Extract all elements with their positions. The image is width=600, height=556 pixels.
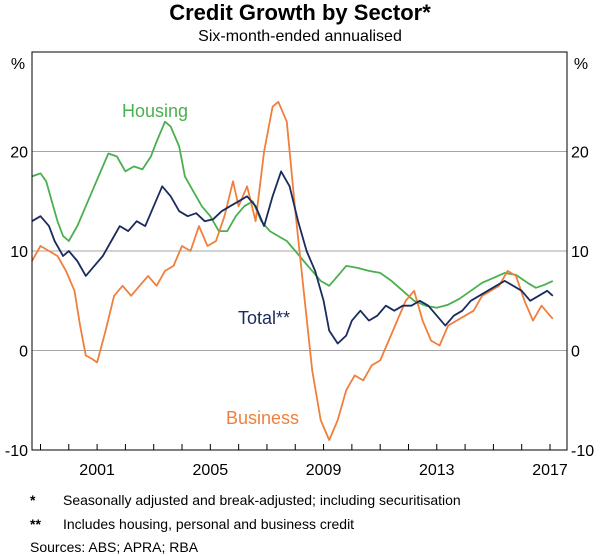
sources-text: Sources: ABS; APRA; RBA <box>30 539 199 555</box>
y-tick-label-left: 20 <box>10 145 28 162</box>
note1-mark: * <box>30 492 36 508</box>
y-tick-label-right: 20 <box>571 145 589 162</box>
x-tick-label: 2005 <box>193 462 229 479</box>
series-lines <box>31 100 554 442</box>
x-tick-label: 2017 <box>532 462 568 479</box>
y-tick-label-left: 0 <box>19 344 28 361</box>
series-line-business <box>31 100 554 442</box>
series-label: Business <box>226 408 299 428</box>
y-unit-right: % <box>574 56 588 73</box>
x-ticks <box>39 444 551 450</box>
series-line-housing <box>31 120 554 309</box>
y-tick-label-right: 10 <box>571 244 589 261</box>
series-label: Housing <box>122 101 188 121</box>
x-tick-label: 2001 <box>79 462 115 479</box>
note1-text: Seasonally adjusted and break-adjusted; … <box>63 492 461 508</box>
note2-mark: ** <box>30 516 41 532</box>
series-line-total <box>31 170 554 345</box>
y-unit-left: % <box>11 56 25 73</box>
y-tick-label-right: 0 <box>571 344 580 361</box>
y-tick-label-left: 10 <box>10 244 28 261</box>
y-tick-label-right: -10 <box>571 443 594 460</box>
axis-labels: -10 -10 0 0 10 10 20 20% % 2001 2005 2009 2013 2017 Ho… <box>5 56 594 479</box>
chart-title: Credit Growth by Sector* <box>169 0 431 25</box>
note2-text: Includes housing, personal and business … <box>63 516 355 532</box>
chart-subtitle: Six-month-ended annualised <box>198 28 402 45</box>
x-tick-label: 2013 <box>419 462 455 479</box>
plot-frame <box>31 51 568 451</box>
series-label: Total** <box>238 308 290 328</box>
y-tick-label-left: -10 <box>5 443 28 460</box>
x-tick-label: 2009 <box>306 462 342 479</box>
